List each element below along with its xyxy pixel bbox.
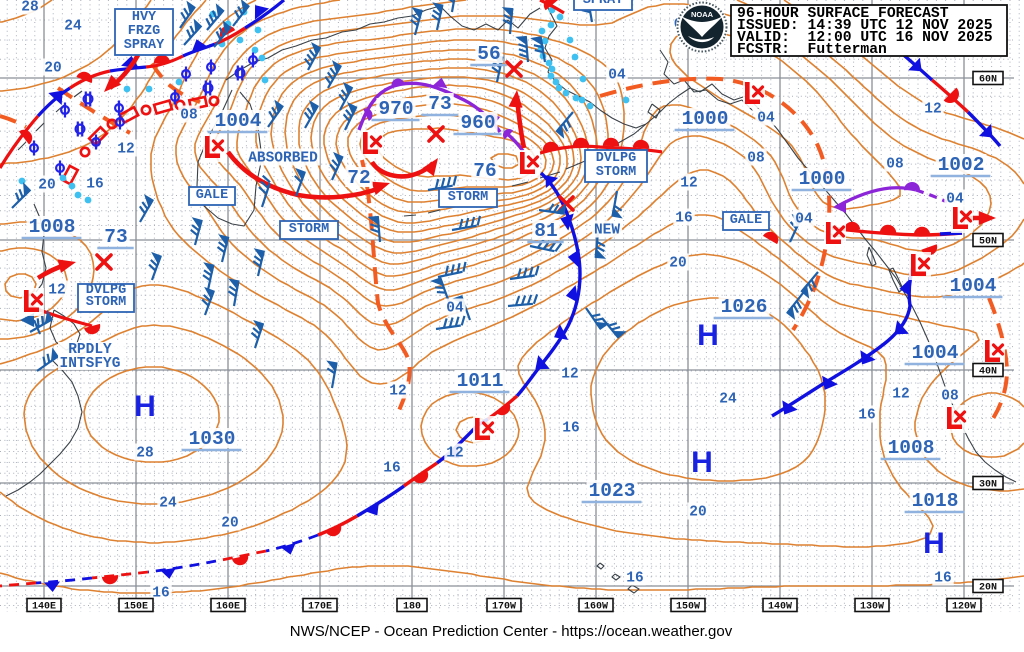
svg-text:170W: 170W <box>492 602 516 613</box>
svg-text:50N: 50N <box>979 237 997 248</box>
svg-text:1000: 1000 <box>799 168 846 190</box>
svg-text:20N: 20N <box>979 583 997 594</box>
svg-text:16: 16 <box>383 461 400 477</box>
svg-text:1023: 1023 <box>589 480 636 502</box>
svg-text:STORM: STORM <box>86 295 127 310</box>
svg-text:12: 12 <box>892 387 909 403</box>
svg-text:24: 24 <box>159 496 177 512</box>
svg-text:STORM: STORM <box>448 190 489 205</box>
svg-text:GALE: GALE <box>196 188 228 203</box>
svg-text:08: 08 <box>941 389 958 405</box>
svg-text:DVLPG: DVLPG <box>596 151 637 166</box>
svg-text:60N: 60N <box>979 75 997 86</box>
svg-text:960: 960 <box>460 112 495 134</box>
svg-text:28: 28 <box>136 446 153 462</box>
svg-text:16: 16 <box>934 571 951 587</box>
svg-text:04: 04 <box>795 212 813 228</box>
svg-text:DVLPG: DVLPG <box>86 283 127 298</box>
svg-text:20: 20 <box>669 256 686 272</box>
svg-text:130W: 130W <box>860 602 884 613</box>
svg-text:H: H <box>134 390 156 423</box>
svg-text:16: 16 <box>675 211 692 227</box>
svg-text:04: 04 <box>757 111 775 127</box>
svg-text:04: 04 <box>446 301 464 317</box>
svg-text:SPRAY: SPRAY <box>124 38 165 53</box>
svg-text:12: 12 <box>924 102 941 118</box>
svg-text:NEW: NEW <box>594 223 620 239</box>
svg-text:FRZG: FRZG <box>128 24 160 39</box>
svg-text:160W: 160W <box>584 602 608 613</box>
svg-text:1000: 1000 <box>682 108 729 130</box>
svg-text:1026: 1026 <box>721 296 768 318</box>
svg-text:NOAA: NOAA <box>691 10 714 19</box>
svg-text:16: 16 <box>858 408 875 424</box>
svg-text:20: 20 <box>689 505 706 521</box>
svg-text:STORM: STORM <box>596 165 637 180</box>
svg-text:12: 12 <box>561 367 578 383</box>
svg-text:96-HOUR SURFACE FORECAST: 96-HOUR SURFACE FORECAST <box>737 6 949 22</box>
svg-text:1030: 1030 <box>189 428 236 450</box>
svg-text:73: 73 <box>428 93 451 115</box>
svg-text:24: 24 <box>719 392 737 408</box>
svg-text:73: 73 <box>104 226 127 248</box>
svg-text:12: 12 <box>117 142 134 158</box>
svg-text:24: 24 <box>64 19 82 35</box>
svg-text:04: 04 <box>946 192 964 208</box>
svg-text:1018: 1018 <box>912 490 959 512</box>
svg-text:08: 08 <box>180 108 197 124</box>
svg-text:20: 20 <box>221 516 238 532</box>
svg-text:H: H <box>691 446 713 479</box>
svg-text:1004: 1004 <box>912 342 959 364</box>
svg-text:12: 12 <box>680 176 697 192</box>
svg-text:1011: 1011 <box>457 370 504 392</box>
svg-text:1004: 1004 <box>950 275 997 297</box>
svg-text:72: 72 <box>347 167 370 189</box>
svg-text:SPRAY: SPRAY <box>583 0 624 8</box>
svg-text:40N: 40N <box>979 367 997 378</box>
svg-text:H: H <box>697 319 719 352</box>
svg-text:H: H <box>923 527 945 560</box>
svg-text:ISSUED: 14:39 UTC 12 NOV 2025: ISSUED: 14:39 UTC 12 NOV 2025 <box>737 18 993 34</box>
svg-text:1004: 1004 <box>215 110 262 132</box>
svg-text:1008: 1008 <box>29 216 76 238</box>
svg-text:16: 16 <box>86 177 103 193</box>
svg-text:INTSFYG: INTSFYG <box>60 356 121 372</box>
svg-text:160E: 160E <box>216 602 240 613</box>
svg-text:30N: 30N <box>979 480 997 491</box>
svg-text:56: 56 <box>477 43 500 65</box>
svg-text:08: 08 <box>747 151 764 167</box>
svg-text:FCSTR: Futterman: FCSTR: Futterman <box>737 42 887 58</box>
svg-text:970: 970 <box>378 98 413 120</box>
svg-text:ABSORBED: ABSORBED <box>248 151 318 167</box>
svg-text:150E: 150E <box>124 602 148 613</box>
svg-text:NWS/NCEP - Ocean Prediction Ce: NWS/NCEP - Ocean Prediction Center - htt… <box>290 623 733 640</box>
svg-text:81: 81 <box>534 220 557 242</box>
svg-text:16: 16 <box>152 586 169 602</box>
svg-text:120W: 120W <box>952 602 976 613</box>
svg-text:140E: 140E <box>32 602 56 613</box>
svg-text:12: 12 <box>389 384 406 400</box>
svg-text:170E: 170E <box>308 602 332 613</box>
svg-text:GALE: GALE <box>730 213 762 228</box>
svg-text:12: 12 <box>446 446 463 462</box>
svg-text:150W: 150W <box>676 602 700 613</box>
svg-text:180: 180 <box>403 602 421 613</box>
svg-text:1002: 1002 <box>938 154 985 176</box>
svg-text:76: 76 <box>473 160 496 182</box>
svg-text:28: 28 <box>21 0 38 16</box>
svg-text:1008: 1008 <box>888 437 935 459</box>
svg-text:20: 20 <box>38 178 55 194</box>
svg-text:20: 20 <box>44 61 61 77</box>
svg-text:140W: 140W <box>768 602 792 613</box>
svg-text:08: 08 <box>886 157 903 173</box>
svg-text:04: 04 <box>608 68 626 84</box>
svg-text:16: 16 <box>626 571 643 587</box>
svg-text:RPDLY: RPDLY <box>68 342 112 358</box>
svg-text:12: 12 <box>48 283 65 299</box>
svg-text:VALID: 12:00 UTC 16 NOV 2025: VALID: 12:00 UTC 16 NOV 2025 <box>737 30 993 46</box>
svg-text:STORM: STORM <box>289 222 330 237</box>
svg-text:16: 16 <box>562 421 579 437</box>
svg-text:HVY: HVY <box>132 10 157 25</box>
